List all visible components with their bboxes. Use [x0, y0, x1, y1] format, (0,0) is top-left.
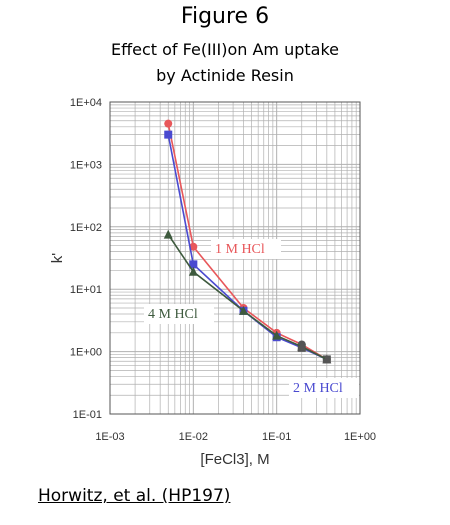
plot-frame	[109, 101, 361, 415]
y-axis-title: k'	[49, 253, 66, 264]
data-point	[189, 260, 198, 269]
x-tick-label: 1E+00	[344, 431, 376, 443]
data-point	[188, 266, 198, 276]
data-point	[164, 130, 173, 139]
y-tick-label: 1E+01	[70, 284, 102, 296]
series-line	[167, 123, 328, 361]
x-tick-label: 1E-01	[262, 431, 291, 443]
data-point	[322, 354, 332, 364]
x-axis-title: [FeCl3], M	[200, 451, 269, 468]
y-tick-label: 1E+02	[70, 222, 102, 234]
figure-subtitle-line1: Effect of Fe(III)on Am uptake	[111, 40, 339, 59]
y-tick-label: 1E-01	[73, 409, 102, 421]
series-layer	[163, 119, 332, 364]
series-label-background	[289, 378, 359, 398]
series-label-background	[144, 304, 214, 324]
citation: Horwitz, et al. (HP197)	[38, 486, 231, 506]
tick-layer: 1E-03 1E-02 1E-01 1E+00 1E-01 1E+00 1E+01 1E+02…	[70, 97, 376, 443]
data-point	[163, 229, 173, 239]
y-tick-label: 1E+03	[70, 159, 102, 171]
data-point	[189, 242, 198, 251]
figure-subtitle-line2: by Actinide Resin	[156, 66, 294, 85]
series-label: 2 M HCl	[293, 381, 343, 396]
data-point	[164, 119, 173, 128]
series-label: 4 M HCl	[148, 307, 198, 322]
y-tick-label: 1E+04	[70, 97, 102, 109]
data-point	[297, 341, 307, 351]
data-point	[272, 330, 282, 340]
label-layer: 1 M HCl 2 M HCl 4 M HCl	[144, 239, 359, 398]
series-line	[167, 234, 328, 361]
x-tick-label: 1E-03	[95, 431, 124, 443]
y-tick-label: 1E+00	[70, 347, 102, 359]
series-label-background	[211, 239, 281, 259]
data-point	[239, 305, 249, 315]
series-label: 1 M HCl	[215, 242, 265, 257]
x-tick-label: 1E-02	[179, 431, 208, 443]
figure-title: Figure 6	[180, 4, 270, 29]
